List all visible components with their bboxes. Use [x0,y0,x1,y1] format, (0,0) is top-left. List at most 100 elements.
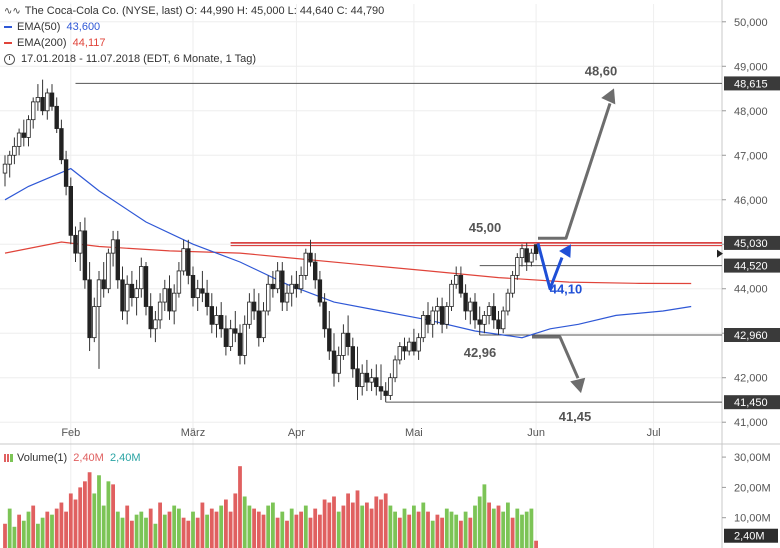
volume-bar [242,496,247,548]
candle-body [275,270,280,290]
volume-bar [449,511,454,548]
candle-body [21,132,26,138]
volume-bar [421,502,426,548]
volume-bar [36,523,40,548]
volume-bar [322,499,327,548]
volume-bar [214,511,219,548]
x-tick-label: Jul [647,427,661,439]
candle-body [162,288,167,303]
volume-bar [256,511,261,548]
volume-bar [454,514,459,548]
volume-bar [167,511,172,548]
volume-bar [534,540,538,548]
candle-body [120,279,125,312]
candle-body [2,163,8,174]
candle-body [190,274,196,299]
candle-body [327,328,332,352]
period-line: 17.01.2018 - 11.07.2018 (EDT, 6 Monate, … [4,51,384,67]
ema200-line [4,241,692,285]
volume-bar [158,502,162,548]
volume-bar [393,511,397,548]
volume-bar [397,517,402,548]
candle-body [416,337,421,352]
candle-body [303,252,308,276]
candle-body [402,346,407,352]
candle-body [374,377,379,388]
volume-bar [26,511,31,548]
candle-body [261,310,266,339]
candle-body [369,377,374,383]
volume-bar [318,514,322,548]
candle-body [45,92,50,112]
candle-body [406,341,412,352]
volume-bar [17,514,21,548]
level-tag [724,258,780,273]
projection-arrows [532,88,616,394]
candle-body [176,270,182,294]
volume-bar [416,511,421,548]
candle-body [35,97,41,103]
volume-bar [144,517,148,548]
volume-bar [501,511,506,548]
volume-bar [510,517,515,548]
candle-body [350,346,355,370]
volume-bar [3,523,7,548]
candle-body [519,248,525,258]
candle-body [312,261,318,281]
candle-body [54,105,59,129]
volume-bar [120,517,125,548]
volume-label: Volume(1) [17,452,68,464]
volume-bar [261,514,266,548]
candle-body [397,346,402,361]
annotation-label: 45,00 [469,220,502,235]
ema50-line [4,167,692,339]
candle-body [331,350,337,374]
y-tick-label: 50,000 [734,17,768,29]
volume-bar [365,502,369,548]
x-tick-label: Feb [61,427,80,439]
volume-bar [148,508,153,548]
candle-body [280,270,285,303]
y-tick-label: 47,000 [734,150,768,162]
candle-body [491,306,496,321]
candle-body [242,323,247,356]
volume-bar [200,502,205,548]
candle-body [529,252,534,263]
volume-bar [482,484,487,548]
volume-bar [12,526,17,548]
volume-bar [7,508,12,548]
volume-bar [459,520,463,548]
candle-body [143,266,149,307]
volume-bar [153,523,158,548]
volume-bar [303,505,308,548]
candle-body [482,315,487,325]
volume-bar [280,511,285,548]
candle-body [68,186,73,236]
volume-bar [275,517,280,548]
candle-body [237,332,243,356]
candle-body [78,230,83,254]
level-tag [724,395,780,410]
candle-body [435,306,440,312]
volume-bar [219,505,224,548]
candle-body [186,248,191,276]
volume-bar [205,514,209,548]
volume-bar [139,511,144,548]
volume-bar [374,496,379,548]
candle-body [247,301,252,325]
level-tag-label: 44,520 [734,261,768,273]
candles [2,79,539,403]
chart-type-icon[interactable]: ∿∿ [4,6,21,17]
candle-body [251,301,257,312]
annotation-label: 42,96 [464,345,497,360]
y-tick-label: 48,000 [734,106,768,118]
level-tag-label: 45,030 [734,238,768,250]
up-arrow-line [538,102,612,240]
volume-bar [477,496,482,548]
x-tick-label: Jun [527,427,545,439]
volume-bar [313,508,318,548]
level-tag-label: 42,960 [734,330,768,342]
volume-bar [130,520,134,548]
volume-bar [440,517,444,548]
volume-bar [97,475,101,548]
